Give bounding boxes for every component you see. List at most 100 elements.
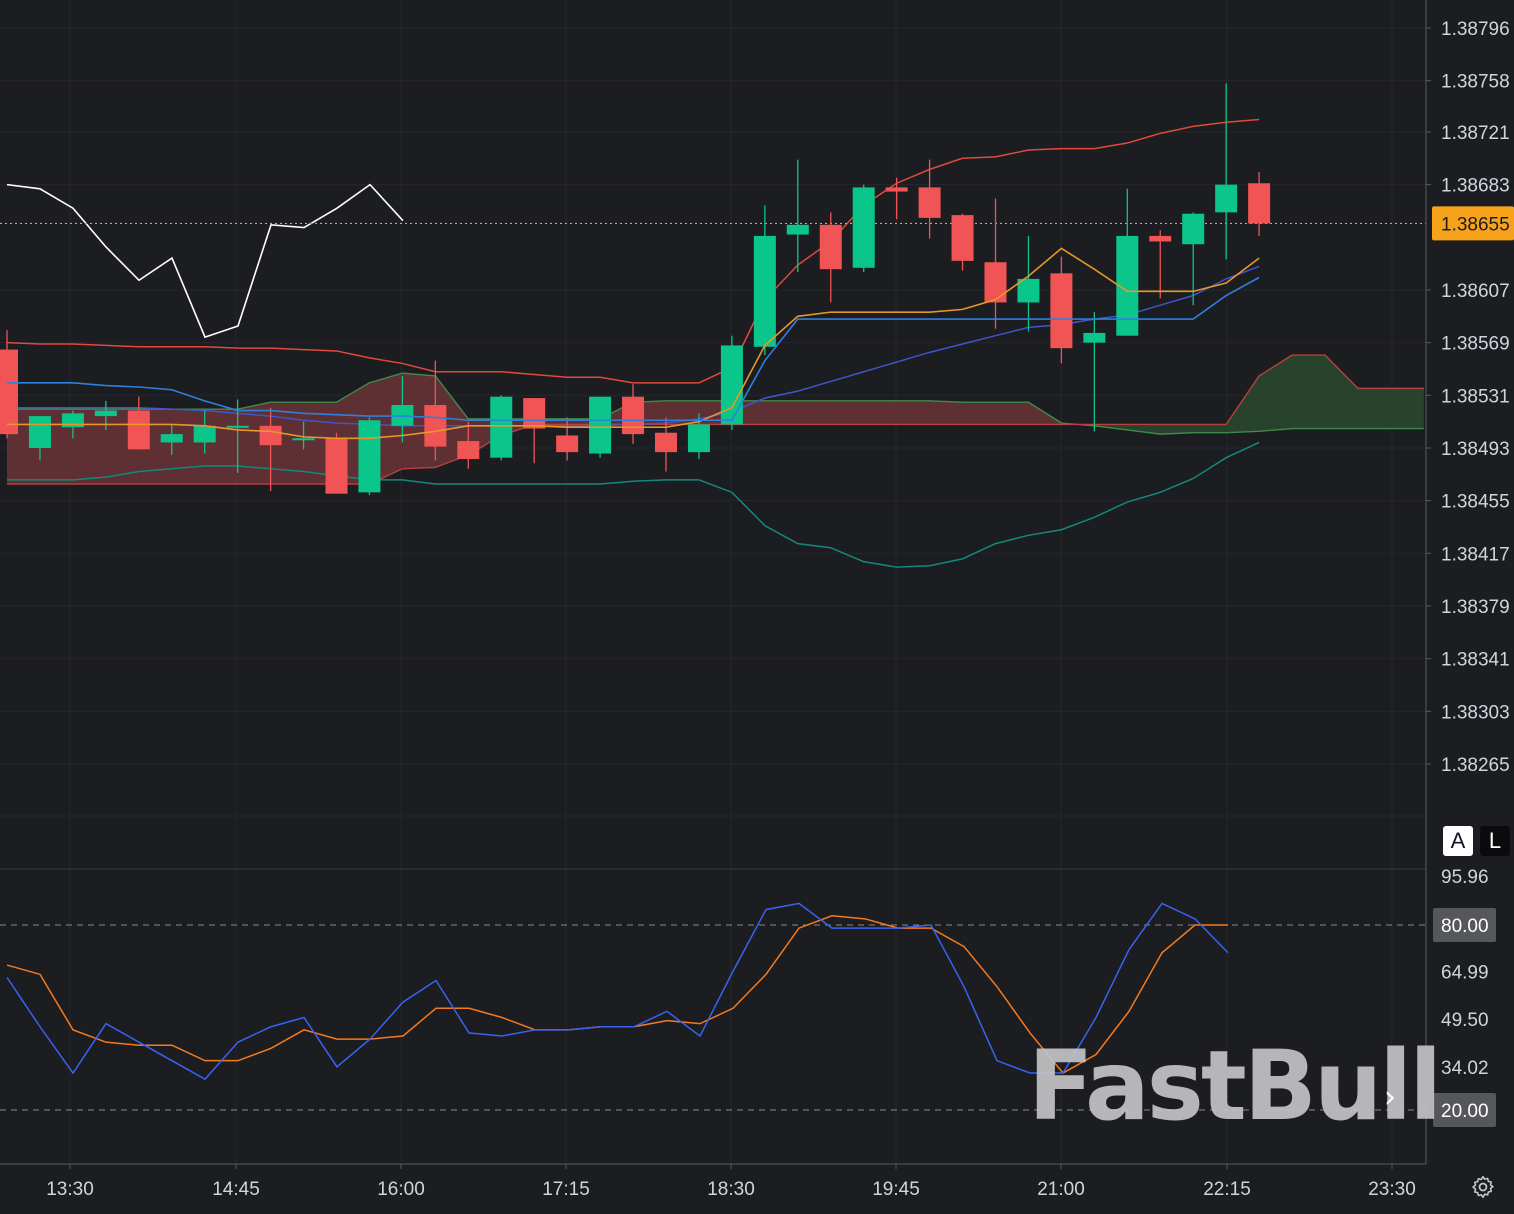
candle-body <box>292 438 315 441</box>
cloud-segment <box>764 400 798 425</box>
candle <box>424 360 447 461</box>
cloud-segment <box>270 402 304 485</box>
cloud-segment <box>830 400 864 425</box>
y-tick-label: 1.38455 <box>1441 492 1510 513</box>
y-tick-label: 1.38531 <box>1441 386 1510 407</box>
candle <box>918 159 941 239</box>
stochastic-k-line <box>6 902 1229 1081</box>
candle-body <box>127 410 150 450</box>
blue-ma-line <box>7 276 1260 422</box>
candle-body <box>325 438 348 494</box>
y-tick-label: 1.38379 <box>1441 597 1510 618</box>
cloud-segment <box>1160 424 1194 435</box>
candle-body <box>1149 235 1172 242</box>
candle <box>786 159 809 272</box>
y-tick-label: 1.38569 <box>1441 334 1510 355</box>
stochastic-pane <box>0 902 1426 1111</box>
lagging-span-line <box>6 183 404 339</box>
cloud-segment <box>995 402 1029 425</box>
candle <box>951 213 974 271</box>
cloud-segment <box>962 402 996 425</box>
log-scale-button[interactable]: L <box>1480 826 1510 856</box>
candle-body <box>885 187 908 192</box>
cloud-span-b-line <box>7 354 1424 485</box>
candle-body <box>984 262 1007 303</box>
cloud-segment <box>72 409 106 485</box>
y-tick-label: 1.38493 <box>1441 439 1510 460</box>
cloud-segment <box>1357 388 1391 429</box>
candle-body <box>94 410 117 417</box>
candle <box>622 384 645 444</box>
stochastic-tick-label: 64.99 <box>1441 962 1489 983</box>
candle <box>1083 312 1106 432</box>
candle <box>819 212 842 303</box>
cloud-segment <box>1127 424 1161 435</box>
x-tick-label: 19:45 <box>872 1179 920 1200</box>
grid-lines <box>0 0 1426 1163</box>
candle <box>1149 230 1172 299</box>
candle-body <box>951 215 974 261</box>
candle-body <box>1017 278 1040 303</box>
stochastic-tick-label: 49.50 <box>1441 1010 1489 1031</box>
candle-body <box>819 224 842 270</box>
bollinger-lower-line <box>7 441 1260 568</box>
cloud-segment <box>896 400 930 425</box>
candle-body <box>589 396 612 454</box>
candle <box>292 421 315 450</box>
candle-body <box>622 396 645 435</box>
stochastic-tick-label: 34.02 <box>1441 1058 1489 1079</box>
candle <box>358 417 381 496</box>
bollinger-upper-line <box>6 118 1260 384</box>
candle-body <box>523 398 546 429</box>
x-tick-label: 23:30 <box>1368 1179 1416 1200</box>
x-tick-label: 13:30 <box>46 1179 94 1200</box>
y-tick-label: 1.38417 <box>1441 544 1510 565</box>
level-badge <box>1433 908 1496 942</box>
candle-body <box>1248 183 1271 224</box>
candle-body <box>160 434 183 443</box>
candle <box>1215 83 1238 260</box>
x-tick-label: 14:45 <box>212 1179 260 1200</box>
candle <box>1248 172 1271 236</box>
candle-body <box>358 420 381 493</box>
candle <box>885 177 908 220</box>
candle <box>160 424 183 455</box>
y-tick-label: 1.38607 <box>1441 281 1510 302</box>
cloud-segment <box>1390 388 1424 429</box>
auto-scale-button[interactable]: A <box>1443 826 1473 856</box>
cloud-segment <box>666 400 699 425</box>
candle-body <box>687 424 710 453</box>
candle-body <box>852 187 875 268</box>
orange-ma-line <box>7 247 1260 440</box>
candle-body <box>1182 213 1205 245</box>
candle <box>193 410 216 454</box>
candle <box>720 335 743 430</box>
cloud-segment <box>1226 375 1260 433</box>
candle-body <box>655 432 677 453</box>
cloud-segment <box>1193 424 1227 433</box>
gear-icon[interactable] <box>1470 1174 1496 1200</box>
y-tick-label: 1.38341 <box>1441 650 1510 671</box>
candle <box>556 417 579 461</box>
candle <box>1182 212 1205 306</box>
cloud-segment <box>1292 355 1325 429</box>
candle <box>0 330 18 439</box>
chevron-right-icon[interactable]: › <box>1384 1080 1396 1115</box>
y-tick-label: 1.38796 <box>1441 19 1510 40</box>
candle-body <box>1083 332 1106 343</box>
candle-body <box>556 435 579 453</box>
fastbull-watermark: FastBull <box>1028 1030 1442 1142</box>
last-price-label: 1.38655 <box>1441 214 1510 235</box>
x-tick-label: 21:00 <box>1037 1179 1085 1200</box>
candle-body <box>457 441 480 460</box>
candle <box>226 399 249 473</box>
candle-body <box>720 345 743 425</box>
cloud-segment <box>237 402 271 485</box>
candle <box>1017 235 1040 332</box>
candle-body <box>0 349 18 435</box>
candle <box>984 198 1007 329</box>
candle-body <box>1116 235 1139 336</box>
y-tick-label: 1.38758 <box>1441 72 1510 93</box>
